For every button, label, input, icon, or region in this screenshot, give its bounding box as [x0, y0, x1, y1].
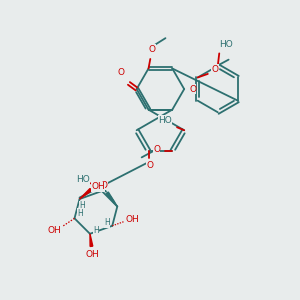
Text: H: H	[77, 208, 83, 217]
Text: OH: OH	[47, 226, 61, 235]
Text: O: O	[189, 85, 196, 94]
Text: HO: HO	[158, 116, 172, 125]
Text: O: O	[101, 181, 108, 190]
Text: HO: HO	[76, 175, 89, 184]
Text: HO: HO	[219, 40, 233, 49]
Text: OH: OH	[126, 215, 139, 224]
Text: H: H	[93, 226, 99, 235]
Text: OH: OH	[91, 182, 105, 191]
Text: H: H	[104, 218, 110, 227]
Text: O: O	[117, 68, 124, 76]
Text: O: O	[153, 145, 160, 154]
Polygon shape	[90, 234, 93, 247]
Text: O: O	[211, 65, 218, 74]
Text: O: O	[148, 45, 156, 54]
Polygon shape	[80, 188, 92, 199]
Text: O: O	[146, 161, 154, 170]
Text: H: H	[80, 201, 86, 210]
Polygon shape	[106, 192, 117, 206]
Text: OH: OH	[85, 250, 99, 259]
